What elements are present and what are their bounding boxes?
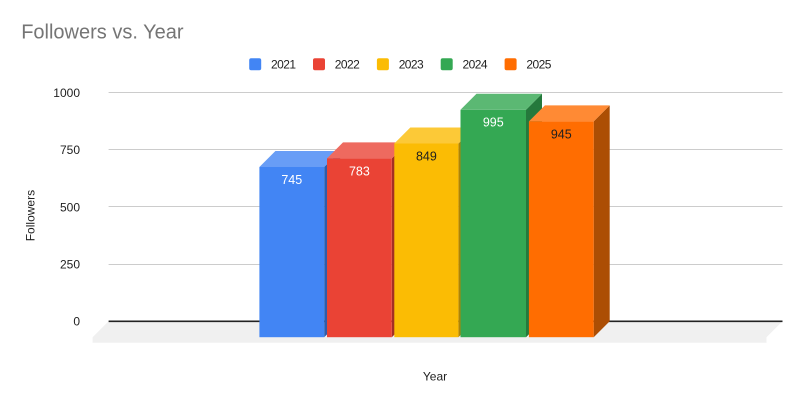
svg-text:2025: 2025 xyxy=(526,58,551,72)
svg-text:2023: 2023 xyxy=(399,58,424,72)
svg-text:2024: 2024 xyxy=(463,58,488,72)
svg-text:783: 783 xyxy=(349,164,370,178)
svg-text:0: 0 xyxy=(73,315,80,329)
svg-text:1000: 1000 xyxy=(53,86,80,100)
svg-text:995: 995 xyxy=(483,116,504,130)
svg-text:849: 849 xyxy=(416,149,437,163)
svg-text:500: 500 xyxy=(60,200,80,214)
svg-text:Followers: Followers xyxy=(23,190,37,241)
svg-text:2021: 2021 xyxy=(271,58,296,72)
svg-text:Year: Year xyxy=(423,370,447,384)
svg-text:750: 750 xyxy=(60,143,80,157)
svg-text:2022: 2022 xyxy=(335,58,360,72)
svg-text:745: 745 xyxy=(281,173,302,187)
svg-text:250: 250 xyxy=(60,257,80,271)
svg-text:Followers vs. Year: Followers vs. Year xyxy=(21,22,184,44)
svg-text:945: 945 xyxy=(551,127,572,141)
